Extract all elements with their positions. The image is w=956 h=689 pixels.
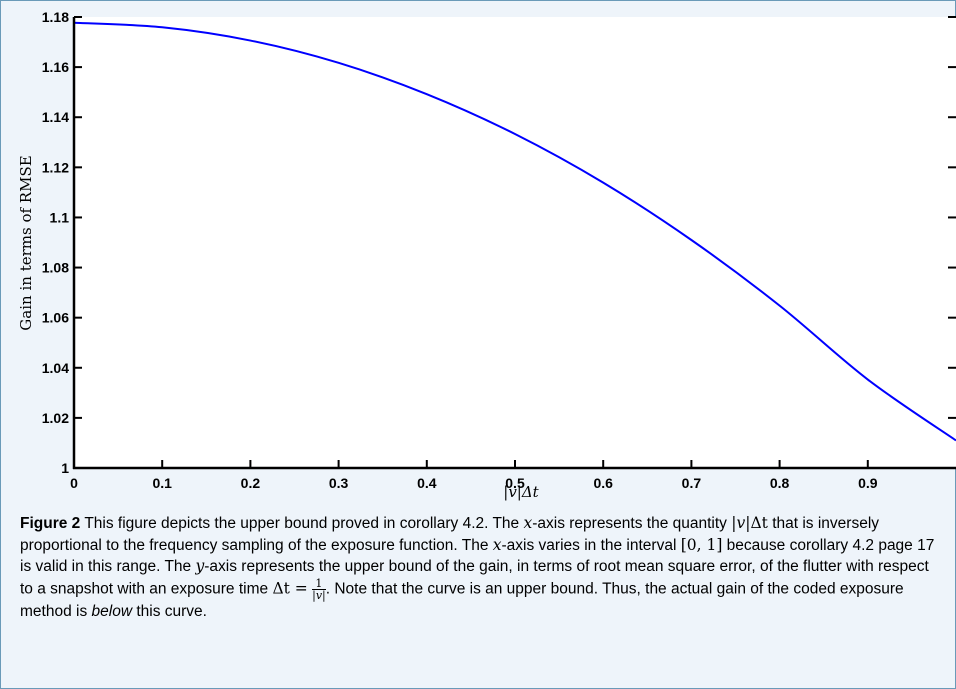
caption-quantity-v: |v| [731, 514, 751, 532]
x-tick-label: 0.9 [858, 475, 878, 491]
caption-y-var: y [195, 557, 205, 575]
x-tick-label: 0.3 [329, 475, 349, 491]
plot-area [74, 17, 956, 468]
y-tick-label: 1.18 [42, 9, 69, 25]
x-tick-label: 0 [70, 475, 78, 491]
caption-x-var: x [523, 514, 533, 532]
line-chart: 1 1.02 1.04 1.06 1.08 1.1 1.12 1.14 1.16 1.18 0 0.… [17, 9, 956, 501]
y-ticks: 1 1.02 1.04 1.06 1.08 1.1 1.12 1.14 1.16 1.18 [42, 9, 956, 476]
x-tick-label: 0.5 [505, 475, 525, 491]
caption-emphasis: below [91, 602, 133, 620]
caption-text-3: that is inversely proportional to the fr… [20, 515, 880, 554]
x-tick-label: 0.6 [593, 475, 613, 491]
caption-quantity-dt: Δt [750, 514, 768, 532]
y-tick-label: 1.12 [42, 159, 69, 175]
y-tick-label: 1.02 [42, 410, 69, 426]
caption-interval: [0, 1] [680, 535, 723, 554]
fraction-denominator: |v| [312, 588, 326, 602]
y-tick-label: 1.16 [42, 59, 69, 75]
caption-text-6: -axis represents the upper bound of the … [20, 558, 929, 598]
caption-text-8: this curve. [132, 602, 207, 620]
x-axis-title: |v|Δt [503, 483, 539, 501]
x-tick-label: 0.8 [770, 475, 790, 491]
caption-text-4: -axis varies in the interval [501, 536, 681, 554]
y-axis-title: Gain in terms of RMSE [17, 155, 35, 330]
caption-dt-equation: Δt = [272, 579, 308, 598]
y-tick-label: 1.04 [42, 360, 69, 376]
figure-label: Figure 2 [20, 515, 81, 532]
caption-fraction: 1 |v| [312, 578, 326, 601]
x-tick-label: 0.4 [417, 475, 437, 491]
y-tick-label: 1.14 [42, 109, 69, 125]
y-tick-label: 1.08 [42, 260, 69, 276]
x-ticks: 0 0.1 0.2 0.3 0.4 0.5 0.6 0.7 0.8 0.9 [70, 460, 878, 491]
x-tick-label: 0.1 [152, 475, 172, 491]
y-tick-label: 1.06 [42, 310, 69, 326]
chart-container: 1 1.02 1.04 1.06 1.08 1.1 1.12 1.14 1.16 1.18 0 0.… [17, 9, 956, 501]
caption-text-5: because corollary 4.2 page 17 is valid i… [20, 536, 935, 576]
series-line [73, 21, 956, 442]
x-tick-label: 0.2 [241, 475, 261, 491]
y-tick-label: 1.1 [50, 209, 70, 225]
caption-text-1: This figure depicts the upper bound prov… [80, 515, 524, 532]
caption-x-var-2: x [492, 535, 502, 554]
caption-text-7: . Note that the curve is an upper bound.… [20, 580, 904, 620]
x-tick-label: 0.7 [682, 475, 702, 491]
figure-caption: Figure 2 This figure depicts the upper b… [20, 513, 940, 622]
y-tick-label: 1 [61, 460, 69, 476]
fraction-numerator: 1 [312, 578, 326, 590]
caption-text-2: -axis represents the quantity [532, 515, 732, 532]
